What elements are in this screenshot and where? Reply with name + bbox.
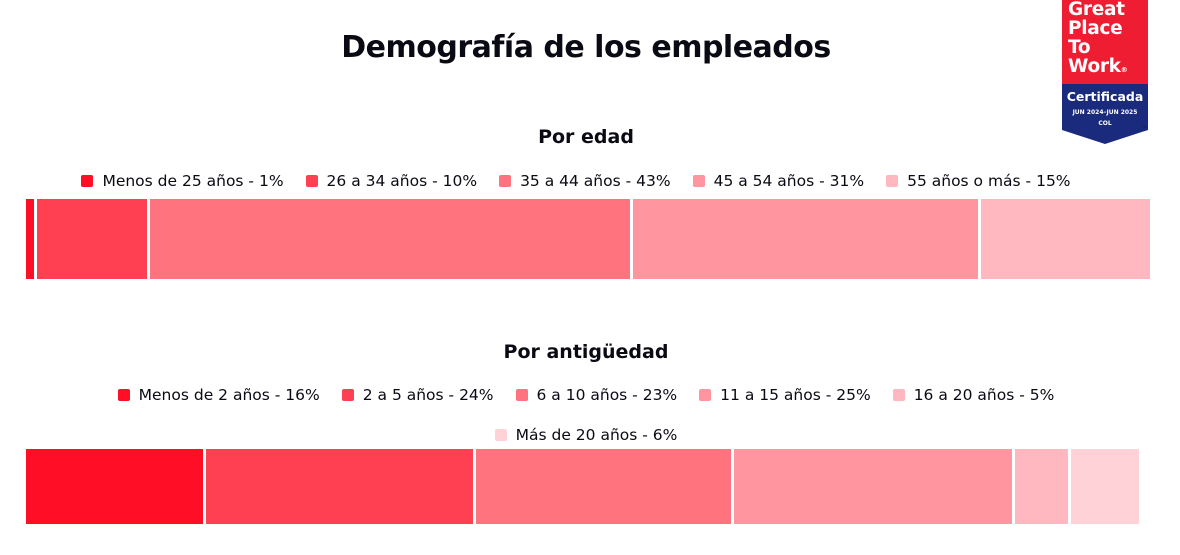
bar-segment-age-1 (26, 199, 35, 279)
bar-segment-age-5 (981, 199, 1150, 279)
legend-label: Más de 20 años - 6% (515, 426, 678, 444)
badge-logo-text: Great Place To Work® (1062, 0, 1148, 84)
bar-segment-tenure-1 (26, 449, 203, 524)
legend-item-tenure: 6 a 10 años - 23% (515, 386, 678, 404)
page-title: Demografía de los empleados (341, 30, 831, 65)
legend-age: Menos de 25 años - 1% 26 a 34 años - 10% 3… (0, 172, 1152, 190)
legend-label: Menos de 2 años - 16% (138, 386, 320, 404)
badge-trademark: ™ (1142, 126, 1147, 132)
legend-label: 45 a 54 años - 31% (713, 172, 865, 190)
legend-swatch (692, 175, 705, 187)
legend-swatch (117, 389, 130, 401)
bar-segment-age-4 (632, 199, 979, 279)
legend-label: 16 a 20 años - 5% (913, 386, 1055, 404)
bar-segment-tenure-2 (205, 449, 473, 524)
badge-line: Place (1068, 18, 1123, 39)
legend-swatch (499, 175, 512, 187)
chart-title-tenure: Por antigüedad (503, 341, 669, 363)
legend-item-age: 45 a 54 años - 31% (692, 172, 865, 190)
legend-label: 11 a 15 años - 25% (720, 386, 871, 404)
legend-label: 26 a 34 años - 10% (326, 172, 478, 190)
bar-segment-age-3 (149, 199, 630, 279)
legend-swatch (699, 389, 712, 401)
chart-title-age: Por edad (538, 126, 634, 148)
legend-item-age: 26 a 34 años - 10% (305, 172, 478, 190)
great-place-to-work-badge: Great Place To Work® Certificada JUN 202… (1062, 0, 1148, 145)
legend-label: 55 años o más - 15% (907, 172, 1071, 190)
legend-item-age: 35 a 44 años - 43% (499, 172, 671, 190)
legend-label: 6 a 10 años - 23% (536, 386, 678, 404)
stacked-bar-age (26, 199, 1150, 279)
bar-segment-tenure-6 (1071, 449, 1139, 524)
legend-item-tenure: 16 a 20 años - 5% (892, 386, 1055, 404)
legend-tenure: Menos de 2 años - 16% 2 a 5 años - 24% 6 a… (0, 386, 1152, 444)
bar-segment-tenure-4 (734, 449, 1013, 524)
legend-item-tenure: Más de 20 años - 6% (494, 426, 678, 444)
legend-swatch (341, 389, 354, 401)
bar-segment-tenure-5 (1015, 449, 1069, 524)
stacked-bar-tenure (26, 449, 1150, 524)
legend-swatch (305, 175, 318, 187)
bar-segment-tenure-3 (475, 449, 732, 524)
legend-swatch (81, 175, 94, 187)
bar-segment-age-2 (37, 199, 147, 279)
legend-item-age: Menos de 25 años - 1% (81, 172, 284, 190)
legend-item-tenure: 11 a 15 años - 25% (699, 386, 871, 404)
badge-shield-shape (1062, 84, 1148, 144)
badge-line: Work® (1068, 56, 1128, 77)
badge-certified-label: Certificada (1066, 89, 1144, 104)
badge-line: To (1068, 37, 1091, 58)
legend-swatch (494, 429, 507, 441)
legend-label: Menos de 25 años - 1% (102, 172, 284, 190)
legend-swatch (515, 389, 528, 401)
badge-certification-panel: Certificada JUN 2024–JUN 2025 COL (1062, 84, 1148, 144)
badge-country: COL (1098, 120, 1112, 127)
legend-item-tenure: Menos de 2 años - 16% (117, 386, 320, 404)
legend-swatch (886, 175, 899, 187)
legend-swatch (892, 389, 905, 401)
badge-line: Great (1068, 0, 1125, 20)
badge-period: JUN 2024–JUN 2025 (1072, 109, 1138, 116)
legend-label: 35 a 44 años - 43% (520, 172, 671, 190)
legend-item-tenure: 2 a 5 años - 24% (341, 386, 494, 404)
legend-label: 2 a 5 años - 24% (362, 386, 494, 404)
legend-item-age: 55 años o más - 15% (886, 172, 1071, 190)
